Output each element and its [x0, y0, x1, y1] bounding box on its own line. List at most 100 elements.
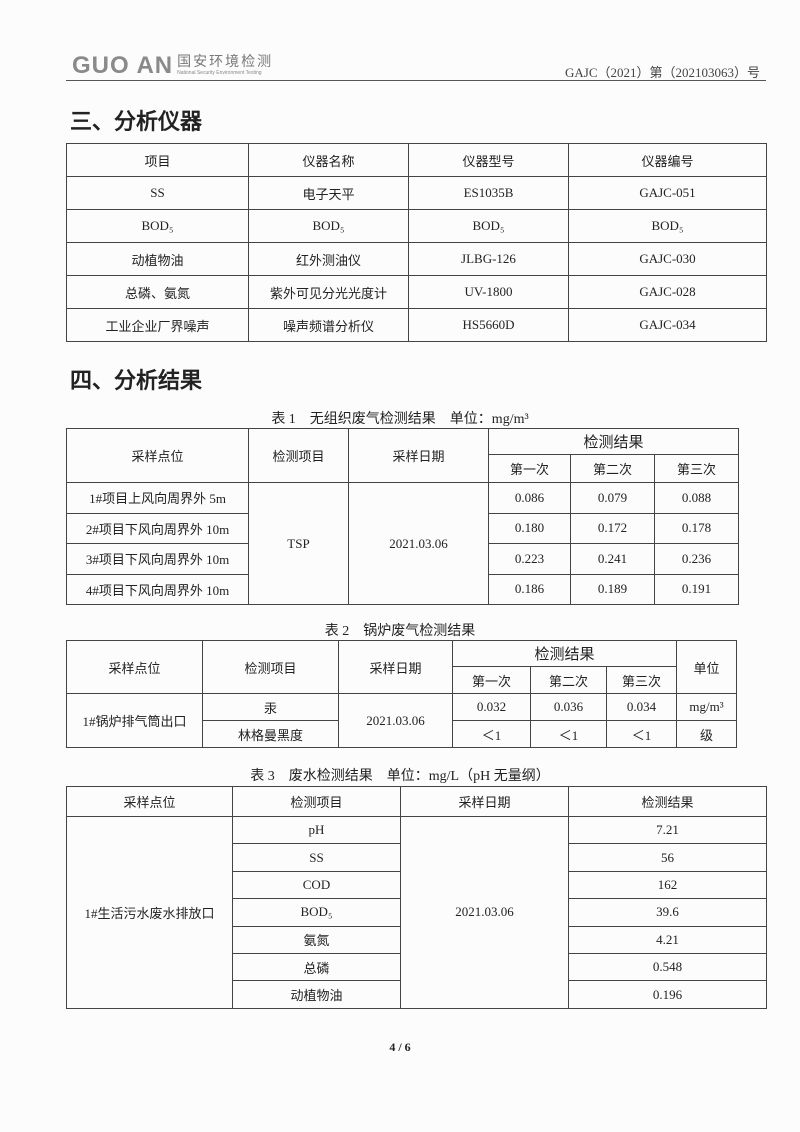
column-header: 项目 [66, 143, 249, 177]
result-value: 0.180 [488, 512, 571, 544]
header-row: 第一次 第二次 第三次 [67, 454, 740, 483]
result-value: 0.196 [568, 980, 767, 1009]
table-row: 1#锅炉排气筒出口汞 2021.03.06 0.032 0.036 0.034 mg/m³ [66, 693, 738, 748]
section-4-title: 四、分析结果 [70, 369, 203, 394]
column-header: 检测项目 [202, 640, 339, 694]
table-row: 氨氮 4.21 [67, 925, 767, 954]
table-row: 林格曼黑度 ＜1 ＜1 ＜1 级 [67, 720, 738, 748]
column-header: 采样日期 [400, 786, 569, 817]
table-cell: SS [66, 176, 249, 210]
instrument-table: 项目 仪器名称 仪器型号 仪器编号 SS 电子天平 ES1035B GAJC-051 BOD₅ B… [66, 143, 767, 342]
header-row: 第一次 第二次 第三次 [67, 666, 737, 694]
test-item: 汞 [202, 693, 339, 721]
table1-caption: 表 1 无组织废气检测结果 单位：mg/m³ [271, 412, 529, 427]
table-cell: BOD₅ [248, 209, 409, 243]
table-row: SS 电子天平 ES1035B GAJC-051 [66, 176, 767, 210]
table2-caption: 表 2 锅炉废气检测结果 [324, 624, 476, 639]
test-item: 动植物油 [232, 980, 401, 1009]
result-value: 0.088 [653, 482, 740, 514]
table-cell: JLBG-126 [408, 242, 569, 276]
sampling-point: 1#项目上风向周界外 5m [66, 482, 249, 514]
column-header: 第一次 [452, 666, 531, 694]
table-cell: GAJC-030 [568, 242, 767, 276]
table-cell: GAJC-028 [568, 275, 767, 309]
test-item: 林格曼黑度 [202, 720, 339, 748]
table-row: 总磷、氨氮 紫外可见分光光度计 UV-1800 GAJC-028 [66, 275, 767, 309]
header-row: 采样点位 检测项目 采样日期 检测结果 单位 [66, 640, 738, 694]
table2: 采样点位 检测项目 采样日期 检测结果 单位 第一次 第二次 第三次 1#锅炉排气筒出口汞 202… [66, 640, 738, 748]
sampling-point: 1#生活污水废水排放口 [66, 816, 233, 1009]
result-value: 56 [568, 843, 767, 872]
header-divider [66, 80, 766, 81]
sampling-point: 3#项目下风向周界外 10m [66, 543, 249, 575]
result-value: 0.189 [570, 573, 655, 605]
page-number: 4 / 6 [389, 1040, 411, 1054]
table-row: BOD₅ 39.6 [67, 898, 767, 927]
table3: 采样点位 检测项目 采样日期 检测结果 1#生活污水废水排放口 pH 2021.03.06 7… [66, 786, 767, 1009]
column-header: 第三次 [605, 666, 678, 694]
logo-en: National Security Environment Testing [177, 70, 262, 76]
sampling-point: 2#项目下风向周界外 10m [66, 512, 249, 544]
result-value: 39.6 [568, 898, 767, 927]
column-header: 采样点位 [66, 640, 203, 694]
result-value: 162 [568, 870, 767, 900]
column-header: 检测项目 [232, 786, 401, 817]
table-cell: 总磷、氨氮 [66, 275, 249, 309]
sampling-date: 2021.03.06 [348, 482, 489, 605]
logo-cn: 国安环境检测 [177, 55, 274, 70]
column-header: 第三次 [653, 454, 740, 483]
result-value: 0.236 [653, 543, 740, 575]
result-value: 0.079 [570, 482, 655, 514]
document-number: GAJC（2021）第（202103063）号 [564, 65, 760, 80]
result-value: 0.548 [568, 952, 767, 982]
header-row: 采样点位 检测项目 采样日期 检测结果 [66, 786, 767, 817]
table-cell: 动植物油 [66, 242, 249, 276]
sampling-point: 1#锅炉排气筒出口 [66, 693, 203, 748]
sampling-point: 4#项目下风向周界外 10m [66, 573, 249, 605]
table-row: 1#项目上风向周界外 5m TSP 2021.03.06 0.086 0.079 0.08… [66, 482, 740, 605]
test-item: 总磷 [232, 952, 401, 982]
table-cell: ES1035B [408, 176, 569, 210]
table-row: 动植物油 0.196 [67, 980, 767, 1009]
header-row: 项目 仪器名称 仪器型号 仪器编号 [66, 143, 767, 177]
column-header: 采样点位 [66, 428, 249, 483]
table-row: SS 56 [67, 843, 767, 872]
logo-mark: GUO AN [72, 52, 174, 79]
column-header: 单位 [676, 640, 738, 694]
result-value: 0.032 [452, 693, 531, 721]
result-value: 0.178 [653, 512, 740, 544]
table-cell: UV-1800 [408, 275, 569, 309]
result-value: ＜1 [452, 720, 531, 748]
result-value: 0.086 [488, 482, 571, 514]
sampling-date: 2021.03.06 [338, 693, 453, 748]
result-value: ＜1 [530, 720, 607, 748]
table-cell: 紫外可见分光光度计 [248, 275, 409, 309]
sampling-date: 2021.03.06 [400, 816, 569, 1009]
table-cell: 工业企业厂界噪声 [66, 308, 249, 342]
table-row: 动植物油 红外测油仪 JLBG-126 GAJC-030 [66, 242, 767, 276]
table1: 采样点位 检测项目 采样日期 检测结果 第一次 第二次 第三次 1#项目上风向周界外 5m TS… [66, 428, 740, 605]
table-row: COD 162 [67, 870, 767, 900]
table-cell: 噪声频谱分析仪 [248, 308, 409, 342]
table-row: 2#项目下风向周界外 10m 0.180 0.172 0.178 [66, 512, 740, 544]
column-header: 第一次 [488, 454, 571, 483]
column-header: 第二次 [530, 666, 607, 694]
test-item: BOD₅ [232, 898, 401, 927]
column-header: 仪器型号 [408, 143, 569, 177]
result-value: ＜1 [605, 720, 678, 748]
unit: 级 [676, 720, 738, 748]
unit: mg/m³ [676, 693, 738, 721]
column-header: 检测项目 [248, 428, 349, 483]
column-header: 检测结果 [451, 640, 678, 667]
test-item: 氨氮 [232, 925, 401, 954]
column-header: 检测结果 [568, 786, 767, 817]
result-value: 0.034 [605, 693, 678, 721]
table-cell: BOD₅ [568, 209, 767, 243]
result-value: 0.191 [653, 573, 740, 605]
column-header: 第二次 [570, 454, 655, 483]
column-header: 仪器名称 [248, 143, 409, 177]
table-row: 3#项目下风向周界外 10m 0.223 0.241 0.236 [66, 543, 740, 575]
table3-caption: 表 3 废水检测结果 单位：mg/L（pH 无量纲） [250, 769, 550, 784]
table-cell: 电子天平 [248, 176, 409, 210]
